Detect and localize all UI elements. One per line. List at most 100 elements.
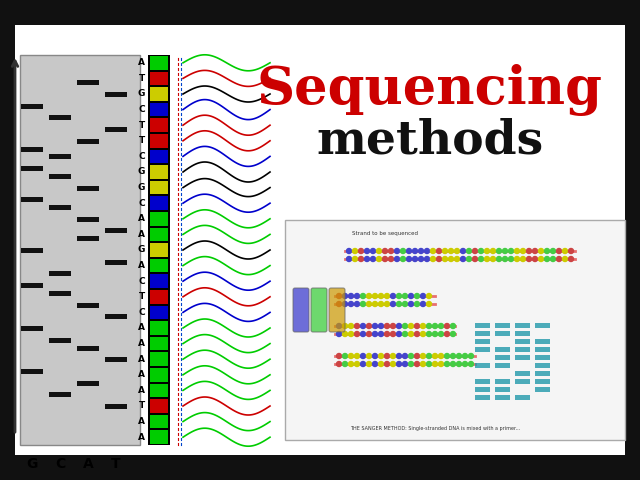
Circle shape	[454, 256, 460, 262]
Circle shape	[532, 249, 538, 253]
Circle shape	[378, 293, 383, 299]
Circle shape	[385, 353, 390, 359]
FancyBboxPatch shape	[475, 347, 490, 352]
Circle shape	[468, 361, 474, 367]
Circle shape	[353, 256, 358, 262]
FancyBboxPatch shape	[49, 338, 71, 343]
FancyBboxPatch shape	[535, 323, 550, 328]
FancyBboxPatch shape	[515, 347, 530, 352]
Circle shape	[408, 353, 413, 359]
Circle shape	[337, 301, 342, 307]
FancyBboxPatch shape	[495, 363, 510, 368]
Circle shape	[479, 249, 483, 253]
FancyBboxPatch shape	[150, 337, 168, 350]
Circle shape	[358, 249, 364, 253]
Circle shape	[342, 353, 348, 359]
FancyBboxPatch shape	[77, 186, 99, 191]
Circle shape	[463, 361, 467, 367]
FancyBboxPatch shape	[49, 174, 71, 179]
Text: T: T	[139, 74, 145, 83]
Circle shape	[413, 249, 417, 253]
FancyBboxPatch shape	[150, 228, 168, 241]
Circle shape	[445, 353, 449, 359]
FancyBboxPatch shape	[21, 146, 43, 152]
Circle shape	[349, 324, 353, 328]
Circle shape	[420, 361, 426, 367]
Circle shape	[426, 293, 431, 299]
FancyBboxPatch shape	[77, 139, 99, 144]
Circle shape	[346, 256, 351, 262]
Circle shape	[337, 332, 342, 336]
Circle shape	[509, 249, 513, 253]
Circle shape	[438, 353, 444, 359]
Circle shape	[390, 353, 396, 359]
Circle shape	[367, 324, 371, 328]
Circle shape	[376, 249, 381, 253]
Circle shape	[358, 256, 364, 262]
Circle shape	[426, 301, 431, 307]
Circle shape	[438, 332, 444, 336]
Circle shape	[371, 249, 376, 253]
FancyBboxPatch shape	[515, 323, 530, 328]
Circle shape	[420, 301, 426, 307]
Circle shape	[365, 256, 369, 262]
FancyBboxPatch shape	[105, 92, 127, 97]
Circle shape	[342, 361, 348, 367]
Circle shape	[472, 256, 477, 262]
FancyBboxPatch shape	[105, 228, 127, 233]
Circle shape	[406, 256, 412, 262]
Circle shape	[520, 249, 525, 253]
FancyBboxPatch shape	[77, 381, 99, 385]
Circle shape	[433, 361, 438, 367]
Circle shape	[484, 256, 490, 262]
Circle shape	[360, 324, 365, 328]
Circle shape	[337, 361, 342, 367]
Circle shape	[365, 249, 369, 253]
Text: A: A	[138, 355, 145, 364]
FancyBboxPatch shape	[150, 72, 168, 85]
Circle shape	[394, 256, 399, 262]
Circle shape	[413, 256, 417, 262]
Circle shape	[419, 249, 424, 253]
Circle shape	[349, 353, 353, 359]
Circle shape	[403, 353, 408, 359]
Circle shape	[403, 324, 408, 328]
Text: T: T	[139, 136, 145, 145]
Circle shape	[415, 293, 419, 299]
Text: Strand to be sequenced: Strand to be sequenced	[352, 231, 418, 236]
FancyBboxPatch shape	[475, 363, 490, 368]
FancyBboxPatch shape	[49, 392, 71, 397]
FancyBboxPatch shape	[495, 347, 510, 352]
Circle shape	[545, 249, 550, 253]
Circle shape	[349, 332, 353, 336]
FancyBboxPatch shape	[150, 415, 168, 428]
FancyBboxPatch shape	[150, 134, 168, 148]
Circle shape	[372, 353, 378, 359]
Circle shape	[385, 324, 390, 328]
Circle shape	[420, 324, 426, 328]
Circle shape	[451, 332, 456, 336]
Circle shape	[426, 332, 431, 336]
Circle shape	[346, 249, 351, 253]
Text: A: A	[138, 339, 145, 348]
Circle shape	[433, 353, 438, 359]
FancyBboxPatch shape	[150, 321, 168, 335]
FancyBboxPatch shape	[77, 346, 99, 350]
Circle shape	[390, 332, 396, 336]
FancyBboxPatch shape	[150, 181, 168, 194]
Circle shape	[438, 361, 444, 367]
FancyBboxPatch shape	[150, 368, 168, 382]
FancyBboxPatch shape	[77, 80, 99, 85]
FancyBboxPatch shape	[150, 150, 168, 163]
Circle shape	[378, 332, 383, 336]
Circle shape	[360, 361, 365, 367]
Circle shape	[372, 332, 378, 336]
Circle shape	[390, 361, 396, 367]
Text: C: C	[138, 199, 145, 208]
Circle shape	[557, 256, 561, 262]
Circle shape	[454, 249, 460, 253]
Circle shape	[385, 361, 390, 367]
Text: T: T	[139, 401, 145, 410]
FancyBboxPatch shape	[150, 399, 168, 413]
Circle shape	[445, 324, 449, 328]
